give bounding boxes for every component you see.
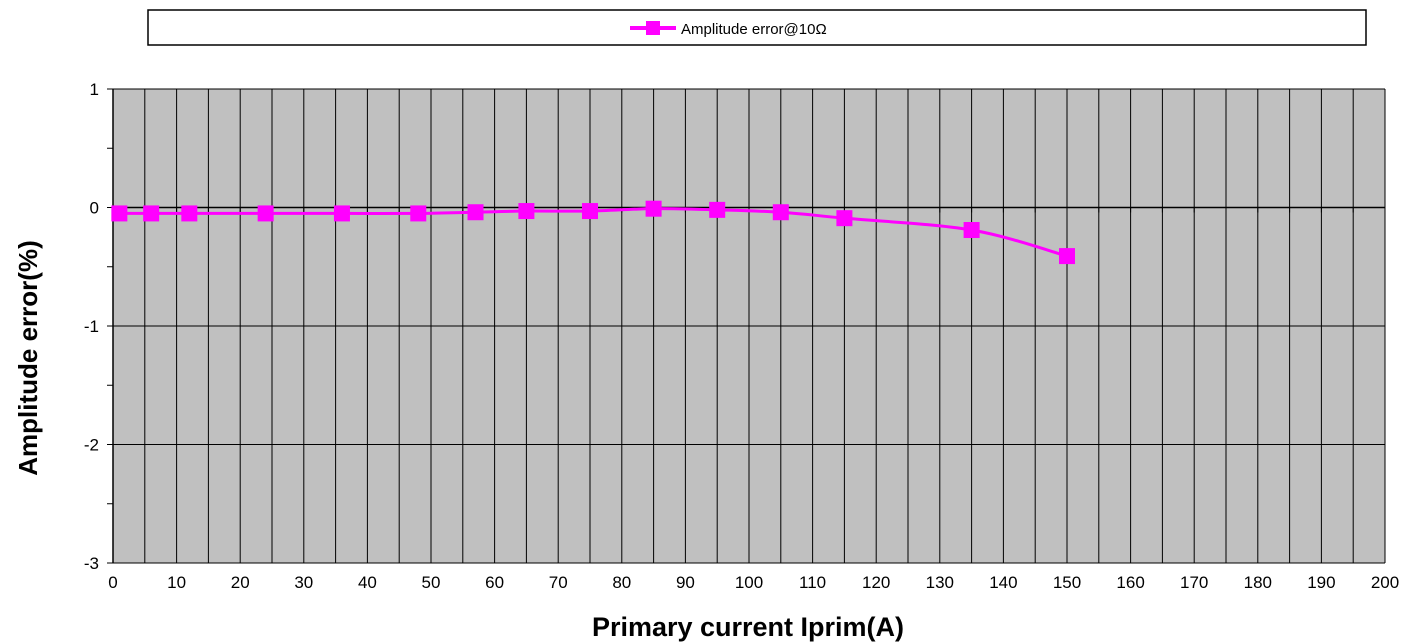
legend-series-label: Amplitude error@10Ω	[681, 21, 827, 38]
gridlines	[112, 88, 1386, 564]
data-point-marker	[518, 203, 535, 220]
x-tick-label: 40	[358, 573, 377, 592]
data-point-marker	[836, 210, 853, 227]
data-point-marker	[181, 205, 198, 222]
data-point-marker	[582, 203, 598, 220]
x-tick-label: 0	[108, 573, 117, 592]
x-tick-label: 20	[231, 573, 250, 592]
x-tick-label: 120	[862, 573, 890, 592]
y-tick-label: 0	[90, 199, 99, 218]
x-tick-label: 150	[1053, 573, 1081, 592]
legend: Amplitude error@10Ω	[147, 9, 1367, 46]
data-point-marker	[143, 205, 160, 222]
x-tick-label: 160	[1116, 573, 1144, 592]
x-tick-label: 130	[926, 573, 954, 592]
x-tick-label: 50	[422, 573, 441, 592]
data-point-marker	[467, 204, 484, 221]
x-tick-label: 70	[549, 573, 568, 592]
x-tick-label: 30	[294, 573, 313, 592]
data-point-marker	[963, 222, 980, 239]
legend-series-marker	[646, 21, 660, 35]
x-tick-label: 10	[167, 573, 186, 592]
data-point-marker	[257, 205, 274, 222]
x-tick-label: 90	[676, 573, 695, 592]
data-point-marker	[410, 205, 427, 222]
x-axis-title: Primary current Iprim(A)	[592, 612, 904, 642]
x-tick-label: 110	[799, 573, 826, 592]
x-tick-label: 100	[735, 573, 763, 592]
y-tick-label: -2	[84, 436, 99, 455]
data-point-marker	[645, 200, 662, 217]
legend-box	[147, 9, 1367, 46]
x-tick-label: 170	[1180, 573, 1208, 592]
series-amplitude-error	[111, 200, 1075, 265]
data-point-marker	[772, 204, 789, 221]
y-tick-labels: 1 0 -1 -2 -3	[84, 80, 99, 573]
x-tick-label: 60	[485, 573, 504, 592]
y-axis-title: Amplitude error(%)	[13, 240, 43, 475]
y-tick-label: -3	[84, 554, 99, 573]
data-point-marker	[333, 205, 350, 222]
x-tick-label: 190	[1307, 573, 1335, 592]
x-tick-label: 180	[1244, 573, 1272, 592]
y-tick-label: -1	[84, 317, 99, 336]
x-tick-labels: 0 10 20 30 40 50 60 70 80 90 100 110 120 130 140 150 160…	[108, 573, 1399, 592]
x-tick-label: 140	[989, 573, 1017, 592]
x-tick-label: 80	[612, 573, 631, 592]
data-point-marker	[709, 201, 726, 218]
y-tick-label: 1	[90, 80, 99, 99]
data-point-marker	[111, 205, 128, 222]
data-point-marker	[1059, 248, 1075, 265]
x-tick-label: 200	[1371, 573, 1399, 592]
